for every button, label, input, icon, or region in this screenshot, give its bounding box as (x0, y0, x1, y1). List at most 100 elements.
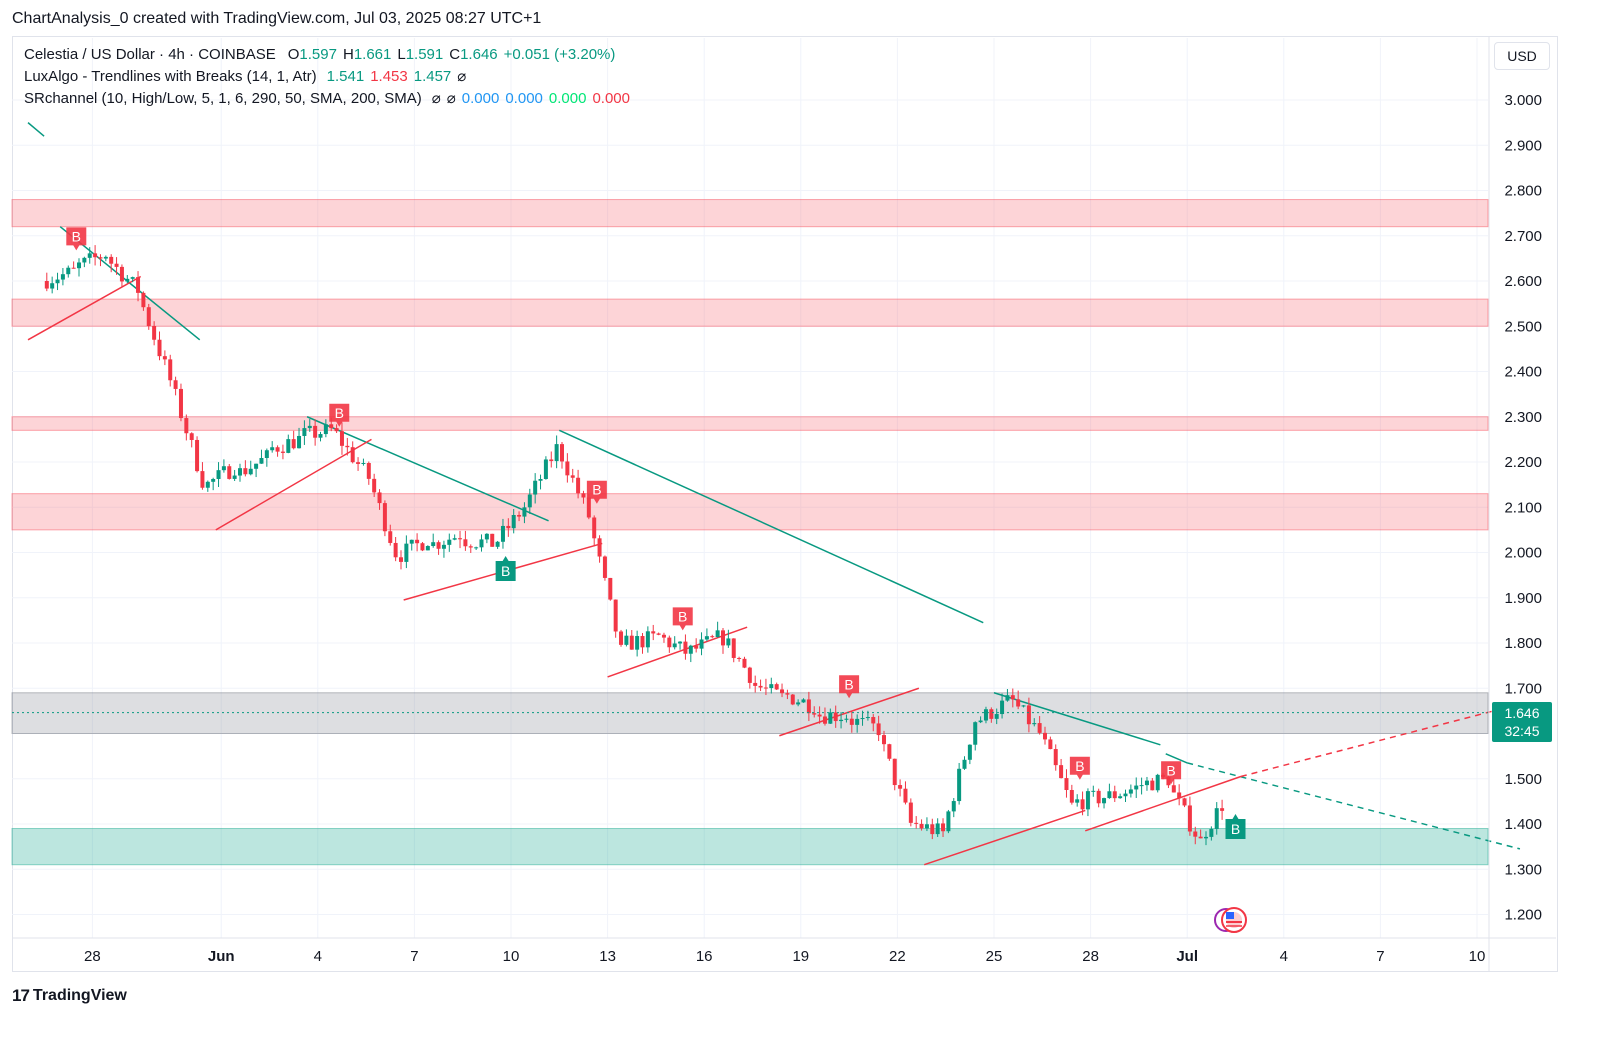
candle-body (704, 636, 709, 640)
candle-body (441, 544, 446, 549)
candle-body (125, 278, 130, 282)
candle-body (570, 475, 575, 478)
badge-shape (1161, 761, 1182, 785)
legend-indicator1-row[interactable]: LuxAlgo - Trendlines with Breaks (14, 1,… (24, 66, 630, 88)
candle-body (184, 418, 189, 434)
candle-body (1064, 778, 1069, 790)
tradingview-logo-icon: 17 (12, 986, 30, 1005)
bullish-signal-badge: B (1225, 813, 1246, 839)
candle-body (415, 539, 420, 544)
tradingview-footer[interactable]: 17 TradingView (12, 986, 127, 1006)
y-tick-label: 1.400 (1504, 816, 1542, 833)
candle-body (254, 463, 259, 469)
candle-body (763, 687, 768, 689)
resistance-zone (11, 298, 1489, 327)
candle-body (130, 277, 135, 279)
candle-body (560, 444, 564, 462)
candle-body (1080, 799, 1085, 810)
candle-body (1107, 791, 1112, 799)
candle-body (1187, 805, 1192, 832)
y-tick-label: 1.500 (1504, 771, 1542, 788)
support-zone (11, 828, 1489, 866)
y-tick-label: 1.200 (1504, 907, 1542, 924)
currency-button[interactable]: USD (1494, 42, 1550, 70)
grid-lines (12, 38, 1488, 938)
candle-body (388, 531, 393, 543)
badge-shape (839, 675, 860, 699)
candle-body (55, 279, 60, 284)
candle-body (329, 424, 334, 429)
candle-body (710, 636, 715, 638)
candle-body (205, 481, 210, 488)
candle-body (77, 262, 81, 269)
high-value: 1.661 (353, 46, 392, 63)
hidden-eye-icon[interactable]: ⌀ (446, 90, 456, 107)
candle-body (227, 466, 232, 479)
indicator1-value-3: 1.457 (413, 68, 452, 85)
candle-body (978, 720, 983, 723)
candle-body (865, 717, 870, 719)
candle-body (1155, 774, 1160, 791)
candle-body (844, 718, 849, 720)
candle-body (361, 462, 366, 464)
y-tick-label: 2.500 (1504, 318, 1542, 335)
candle-body (141, 292, 146, 308)
candle-body (173, 380, 178, 389)
candle-body (699, 639, 704, 649)
candle-body (1096, 790, 1101, 804)
y-tick-label: 1.800 (1504, 635, 1542, 652)
badge-label: B (678, 608, 687, 624)
badge-shape (66, 227, 87, 251)
candle-body (796, 702, 801, 705)
x-tick-label: 22 (889, 948, 906, 965)
high-label: H (342, 46, 354, 63)
candle-body (898, 785, 903, 789)
candle-body (286, 439, 291, 453)
candle-body (114, 263, 119, 267)
candle-body (855, 718, 860, 725)
hidden-eye-icon[interactable]: ⌀ (457, 68, 467, 85)
candle-body (951, 801, 956, 812)
candle-body (93, 253, 98, 258)
candle-body (200, 471, 205, 488)
candle-body (1037, 723, 1042, 733)
candle-body (543, 459, 548, 480)
bearish-signal-badge: B (839, 675, 860, 699)
candle-body (694, 645, 699, 649)
candle-body (758, 685, 763, 688)
candle-body (452, 538, 457, 540)
candle-body (924, 824, 929, 829)
legend-symbol-row[interactable]: Celestia / US Dollar · 4h · COINBASE O1.… (24, 44, 630, 66)
resistance-zone (11, 199, 1489, 228)
candle-body (259, 458, 264, 464)
candle-body (399, 557, 403, 562)
lower-trendline (1084, 775, 1242, 832)
candle-body (1177, 792, 1182, 799)
resistance-zone (11, 493, 1489, 531)
candle-body (382, 503, 387, 532)
change-value: +0.051 (+3.20%) (503, 46, 616, 63)
candle-body (44, 281, 49, 289)
candle-body (1043, 732, 1047, 740)
badge-label: B (1231, 821, 1240, 837)
candle-body (656, 633, 661, 635)
candle-body (1204, 836, 1208, 839)
candle-body (1214, 808, 1219, 829)
candle-body (60, 274, 65, 280)
hidden-eye-icon[interactable]: ⌀ (431, 90, 441, 107)
legend-indicator2-row[interactable]: SRchannel (10, High/Low, 5, 1, 6, 290, 5… (24, 88, 630, 110)
candle-body (152, 326, 157, 340)
y-tick-label: 2.900 (1504, 137, 1542, 154)
candle-body (517, 514, 522, 517)
candle-body (436, 542, 441, 549)
candle-body (420, 543, 425, 551)
candle-body (66, 267, 71, 275)
open-label: O (287, 46, 300, 63)
candle-body (264, 450, 269, 459)
candle-body (833, 712, 838, 722)
candle-body (640, 636, 645, 648)
candle-body (1059, 765, 1064, 779)
bearish-signal-badge: B (1069, 756, 1090, 780)
badge-shape (495, 556, 516, 582)
